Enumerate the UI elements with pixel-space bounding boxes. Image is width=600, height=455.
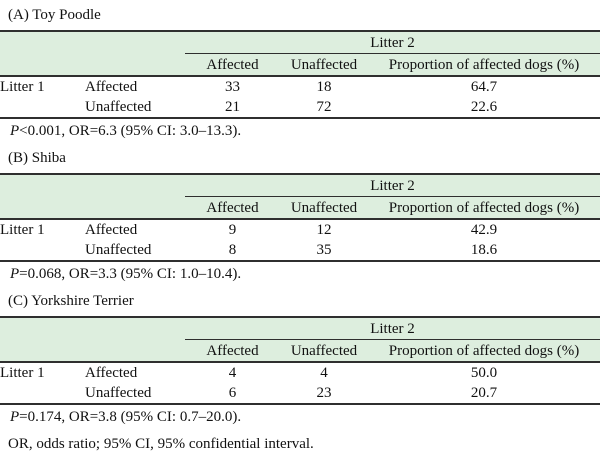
stats-text: =0.174, OR=3.8 (95% CI: 0.7–20.0). xyxy=(19,409,242,425)
section-a-table-body: Litter 1 Affected 33 18 64.7 Unaffected … xyxy=(0,76,600,118)
section-a-table: Litter 2 Affected Unaffected Proportion … xyxy=(0,30,600,119)
header-spacer-cell xyxy=(0,317,185,340)
cell-value: 12 xyxy=(316,222,332,238)
empty-cell xyxy=(0,97,85,118)
p-value-symbol: P xyxy=(10,123,20,139)
section-c-table-body: Litter 1 Affected 4 4 50.0 Unaffected 6 … xyxy=(0,362,600,404)
cell-value: 42.9 xyxy=(470,222,498,238)
section-b-table-head: Litter 2 Affected Unaffected Proportion … xyxy=(0,174,600,219)
litter1-row-header: Litter 1 xyxy=(0,79,45,95)
section-b-table-body: Litter 1 Affected 9 12 42.9 Unaffected 8… xyxy=(0,219,600,261)
section-c-stats-line: P=0.174, OR=3.8 (95% CI: 0.7–20.0). xyxy=(10,405,600,431)
column-header-affected: Affected xyxy=(185,339,280,362)
cell-value: 33 xyxy=(225,79,240,95)
litter2-column-group-header: Litter 2 xyxy=(185,174,600,197)
row-label-affected: Affected xyxy=(85,365,138,381)
table-row: Unaffected 6 23 20.7 xyxy=(0,383,600,404)
section-a-table-head: Litter 2 Affected Unaffected Proportion … xyxy=(0,31,600,76)
stats-text: =0.068, OR=3.3 (95% CI: 1.0–10.4). xyxy=(19,266,242,282)
litter2-group-header-row: Litter 2 xyxy=(0,317,600,340)
cell-value: 64.7 xyxy=(470,79,498,95)
cell-value: 8 xyxy=(228,242,237,258)
abbreviations-footnote: OR, odds ratio; 95% CI, 95% confidential… xyxy=(8,436,314,452)
column-header-proportion: Proportion of affected dogs (%) xyxy=(368,53,600,76)
row-label-unaffected: Unaffected xyxy=(85,385,152,401)
table-row: Litter 1 Affected 4 4 50.0 xyxy=(0,362,600,383)
column-header-affected: Affected xyxy=(185,53,280,76)
empty-cell xyxy=(0,383,85,404)
column-header-unaffected: Unaffected xyxy=(280,53,368,76)
cell-value: 18 xyxy=(316,79,332,95)
cell-value: 6 xyxy=(228,385,237,401)
cell-value: 21 xyxy=(225,99,240,115)
column-header-proportion: Proportion of affected dogs (%) xyxy=(368,196,600,219)
row-label-affected: Affected xyxy=(85,79,138,95)
row-label-affected: Affected xyxy=(85,222,138,238)
section-c-table-head: Litter 2 Affected Unaffected Proportion … xyxy=(0,317,600,362)
litter2-group-header-row: Litter 2 xyxy=(0,174,600,197)
column-header-row: Affected Unaffected Proportion of affect… xyxy=(0,339,600,362)
row-label-unaffected: Unaffected xyxy=(85,242,152,258)
section-a-title: (A) Toy Poodle xyxy=(8,7,101,23)
table-row: Litter 1 Affected 9 12 42.9 xyxy=(0,219,600,240)
table-row: Unaffected 21 72 22.6 xyxy=(0,97,600,118)
header-spacer-cell xyxy=(0,196,185,219)
header-spacer-cell xyxy=(0,339,185,362)
litter1-row-header: Litter 1 xyxy=(0,365,45,381)
p-value-symbol: P xyxy=(10,409,20,425)
section-c-title: (C) Yorkshire Terrier xyxy=(8,293,134,309)
cell-value: 4 xyxy=(228,365,237,381)
stats-text: <0.001, OR=6.3 (95% CI: 3.0–13.3). xyxy=(19,123,242,139)
table-row: Litter 1 Affected 33 18 64.7 xyxy=(0,76,600,97)
column-header-unaffected: Unaffected xyxy=(280,196,368,219)
cell-value: 18.6 xyxy=(470,242,498,258)
cell-value: 50.0 xyxy=(470,365,498,381)
column-header-unaffected: Unaffected xyxy=(280,339,368,362)
cell-value: 9 xyxy=(228,222,237,238)
column-header-row: Affected Unaffected Proportion of affect… xyxy=(0,53,600,76)
header-spacer-cell xyxy=(0,53,185,76)
p-value-symbol: P xyxy=(10,266,20,282)
cell-value: 20.7 xyxy=(470,385,498,401)
empty-cell xyxy=(0,240,85,261)
section-b-title: (B) Shiba xyxy=(8,150,66,166)
cell-value: 22.6 xyxy=(470,99,498,115)
cell-value: 72 xyxy=(316,99,332,115)
section-a-stats-line: P<0.001, OR=6.3 (95% CI: 3.0–13.3). xyxy=(10,119,600,145)
column-header-affected: Affected xyxy=(185,196,280,219)
row-label-unaffected: Unaffected xyxy=(85,99,152,115)
column-header-row: Affected Unaffected Proportion of affect… xyxy=(0,196,600,219)
cell-value: 4 xyxy=(320,365,328,381)
litter2-group-header-row: Litter 2 xyxy=(0,31,600,54)
header-spacer-cell xyxy=(0,31,185,54)
section-c-table: Litter 2 Affected Unaffected Proportion … xyxy=(0,316,600,405)
section-b-stats-line: P=0.068, OR=3.3 (95% CI: 1.0–10.4). xyxy=(10,262,600,288)
header-spacer-cell xyxy=(0,174,185,197)
cell-value: 35 xyxy=(316,242,332,258)
section-b-table: Litter 2 Affected Unaffected Proportion … xyxy=(0,173,600,262)
litter1-row-header: Litter 1 xyxy=(0,222,45,238)
litter2-column-group-header: Litter 2 xyxy=(185,317,600,340)
litter2-column-group-header: Litter 2 xyxy=(185,31,600,54)
cell-value: 23 xyxy=(316,385,332,401)
table-row: Unaffected 8 35 18.6 xyxy=(0,240,600,261)
column-header-proportion: Proportion of affected dogs (%) xyxy=(368,339,600,362)
